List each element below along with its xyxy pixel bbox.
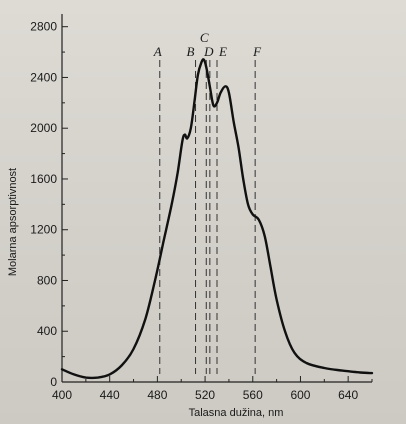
- y-axis-label: Molarna apsorptivnost: [7, 168, 19, 276]
- x-tick-label: 440: [100, 388, 120, 402]
- x-tick-label: 640: [338, 388, 358, 402]
- y-tick-label: 0: [50, 375, 57, 389]
- x-axis-label: Talasna dužina, nm: [189, 407, 284, 419]
- marker-label-a: A: [153, 44, 162, 59]
- marker-label-f: F: [252, 44, 262, 59]
- marker-label-c: C: [200, 30, 209, 45]
- y-tick-label: 400: [37, 324, 57, 338]
- x-tick-label: 560: [243, 388, 263, 402]
- plot-area: [61, 14, 372, 383]
- y-tick-label: 800: [37, 273, 57, 287]
- marker-label-d: D: [203, 44, 214, 59]
- y-axis-ticks: 0 400 800 1200 1600 2000 2400 2800: [30, 20, 68, 389]
- x-tick-label: 480: [147, 388, 167, 402]
- y-tick-label: 2400: [30, 70, 57, 84]
- y-tick-label: 2000: [30, 121, 57, 135]
- absorption-curve-0: [60, 58, 374, 380]
- marker-lines: A BCD E F: [153, 30, 262, 374]
- marker-label-e: E: [218, 44, 227, 59]
- x-tick-label: 400: [52, 388, 72, 402]
- x-axis-ticks: 400 440 480 520 560 600 640: [52, 376, 373, 402]
- x-tick-label: 520: [195, 388, 215, 402]
- x-tick-label: 600: [290, 388, 310, 402]
- series-layer: [60, 58, 374, 380]
- y-tick-label: 2800: [30, 20, 57, 34]
- y-tick-label: 1600: [30, 172, 57, 186]
- y-tick-label: 1200: [30, 223, 57, 237]
- marker-label-b: B: [187, 44, 195, 59]
